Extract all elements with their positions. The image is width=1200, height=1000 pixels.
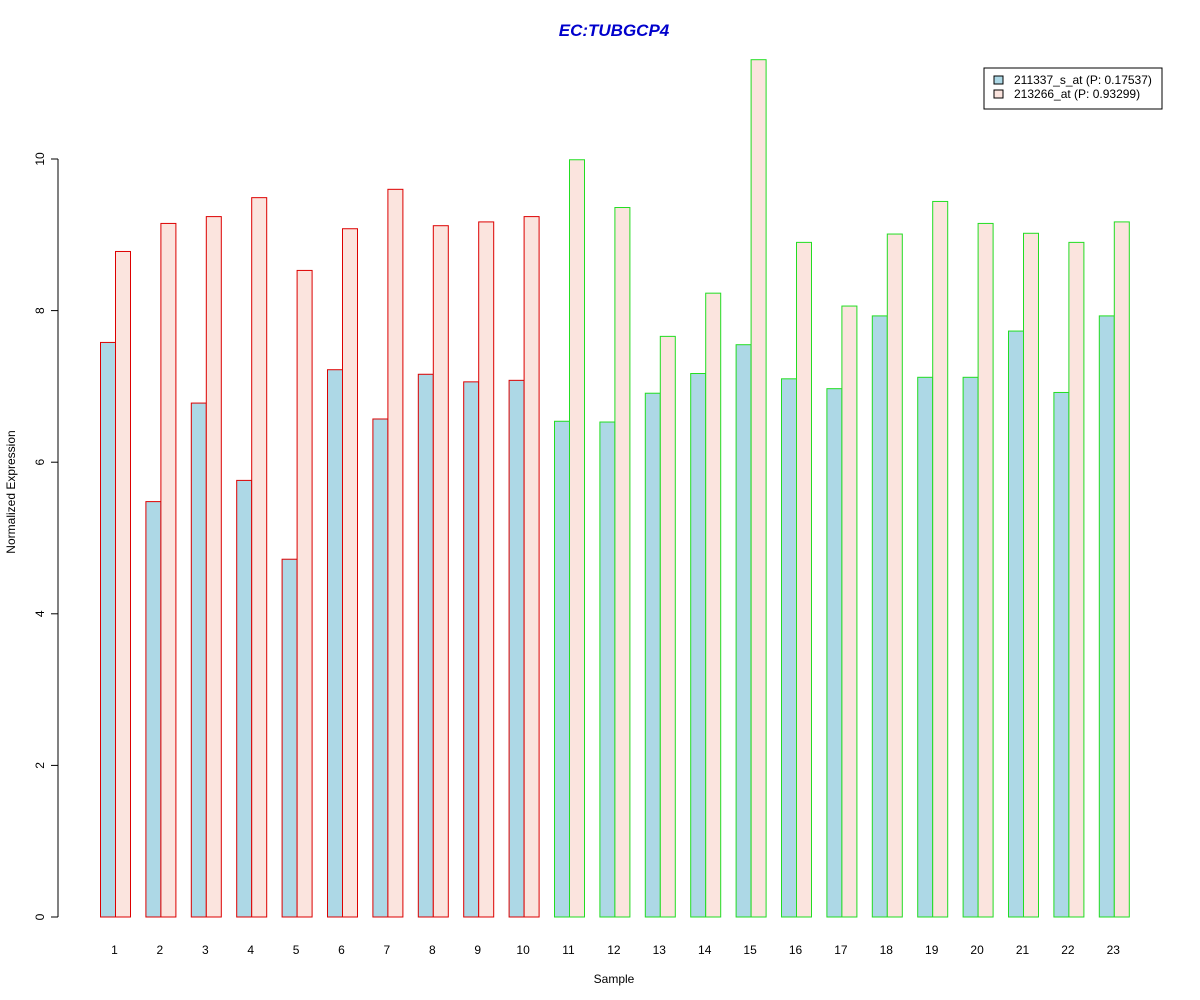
bar-series1-sample-18 — [871, 315, 888, 918]
bars-group — [100, 59, 1130, 918]
legend: 211337_s_at (P: 0.17537)213266_at (P: 0.… — [983, 67, 1163, 110]
legend-box — [983, 67, 1163, 110]
bar-series1-sample-15 — [735, 344, 752, 918]
x-tick-label: 15 — [743, 943, 757, 957]
bar-series1-sample-2 — [145, 501, 162, 918]
bar-series2-sample-7 — [387, 188, 404, 918]
x-tick-label: 8 — [429, 943, 436, 957]
y-axis-label: Normalized Expression — [4, 430, 18, 553]
bar-series2-sample-13 — [659, 335, 676, 918]
bar-series2-sample-14 — [705, 292, 722, 918]
bar-series2-sample-23 — [1113, 221, 1130, 918]
bar-series2-sample-21 — [1023, 232, 1039, 918]
bar-series1-sample-7 — [372, 418, 389, 918]
bar-series2-sample-19 — [932, 200, 949, 918]
y-axis: 0 2 4 6 8 10 — [33, 152, 59, 920]
bar-series2-sample-17 — [841, 305, 858, 918]
x-tick-label: 6 — [338, 943, 345, 957]
x-tick-label: 20 — [970, 943, 984, 957]
legend-swatch — [993, 75, 1004, 85]
bar-series2-sample-16 — [796, 241, 812, 918]
bar-series2-sample-6 — [342, 228, 358, 918]
x-tick-label: 22 — [1061, 943, 1075, 957]
bar-series1-sample-16 — [781, 378, 797, 918]
bar-series1-sample-12 — [599, 421, 616, 918]
x-tick-label: 14 — [698, 943, 712, 957]
x-tick-label: 19 — [925, 943, 939, 957]
bar-series1-sample-8 — [417, 373, 434, 918]
bar-series1-sample-9 — [463, 381, 480, 918]
bar-series2-sample-11 — [569, 159, 585, 918]
x-tick-label: 16 — [789, 943, 803, 957]
bar-series2-sample-8 — [432, 225, 449, 918]
y-tick-label: 4 — [33, 610, 47, 617]
legend-swatch — [993, 89, 1004, 99]
bar-series1-sample-14 — [690, 373, 707, 918]
x-tick-label: 7 — [384, 943, 391, 957]
y-tick-label: 0 — [33, 913, 47, 920]
x-tick-label: 4 — [247, 943, 254, 957]
x-axis-label: Sample — [594, 972, 635, 986]
x-tick-label: 11 — [562, 943, 575, 957]
bar-series2-sample-1 — [115, 250, 131, 918]
bar-series1-sample-17 — [826, 388, 843, 918]
bar-series2-sample-2 — [160, 222, 177, 918]
y-tick-label: 8 — [33, 307, 47, 314]
x-tick-label: 12 — [607, 943, 621, 957]
x-tick-label: 21 — [1016, 943, 1030, 957]
bar-series1-sample-3 — [190, 402, 207, 918]
x-tick-labels: 1 2 3 4 5 6 7 8 9 10 11 12 13 14 15 16 17 18 19 20 21 22 23 — [111, 943, 1120, 957]
y-tick-label: 6 — [33, 459, 47, 466]
bar-series1-sample-21 — [1008, 330, 1024, 918]
x-tick-label: 3 — [202, 943, 209, 957]
bar-series2-sample-4 — [251, 197, 268, 918]
x-tick-label: 13 — [653, 943, 667, 957]
legend-entry: 213266_at (P: 0.93299) — [1014, 87, 1140, 101]
bar-series1-sample-23 — [1098, 315, 1115, 918]
x-tick-label: 1 — [111, 943, 118, 957]
bar-series1-sample-5 — [281, 558, 298, 918]
x-tick-label: 9 — [474, 943, 481, 957]
bar-series1-sample-20 — [962, 376, 979, 918]
bar-series2-sample-9 — [478, 221, 495, 918]
y-tick-label: 2 — [33, 762, 47, 769]
x-tick-label: 18 — [880, 943, 894, 957]
bar-series1-sample-22 — [1053, 391, 1070, 918]
bar-series2-sample-22 — [1068, 241, 1085, 918]
x-tick-label: 2 — [157, 943, 164, 957]
bar-series1-sample-6 — [327, 369, 343, 918]
y-tick-label: 10 — [33, 152, 47, 166]
bar-series1-sample-4 — [236, 479, 253, 918]
legend-entry: 211337_s_at (P: 0.17537) — [1014, 73, 1152, 87]
x-tick-label: 17 — [834, 943, 848, 957]
bar-series1-sample-13 — [644, 392, 661, 918]
chart-title: EC:TUBGCP4 — [559, 21, 670, 40]
bar-series1-sample-19 — [917, 376, 934, 918]
bar-series2-sample-5 — [296, 269, 313, 918]
x-tick-label: 10 — [516, 943, 530, 957]
bar-series1-sample-11 — [554, 420, 570, 918]
bar-series2-sample-18 — [886, 233, 903, 918]
bar-series2-sample-20 — [977, 222, 994, 918]
bar-series1-sample-1 — [100, 341, 116, 918]
bar-series2-sample-10 — [523, 216, 540, 918]
bar-series2-sample-15 — [750, 59, 767, 918]
x-tick-label: 5 — [293, 943, 300, 957]
x-tick-label: 23 — [1107, 943, 1121, 957]
bar-series2-sample-12 — [614, 207, 631, 918]
bar-series2-sample-3 — [205, 216, 222, 918]
bar-series1-sample-10 — [508, 379, 525, 918]
